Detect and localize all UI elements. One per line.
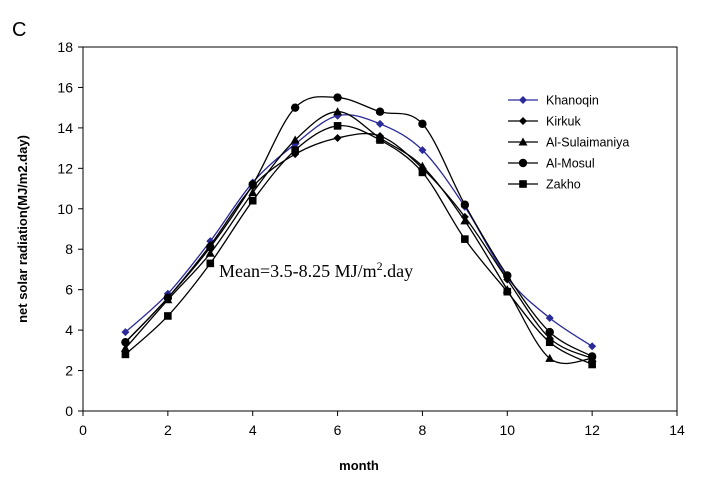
- legend: Khanoqin Kirkuk Al-Sulaimaniya Al-Mosul Zakh…: [508, 94, 629, 192]
- y-tick-label: 16: [57, 79, 73, 95]
- x-axis-title: month: [339, 458, 379, 473]
- data-point-al-sulaimaniya: [205, 248, 215, 257]
- data-point-zakho: [333, 122, 342, 130]
- data-point-kirkuk: [333, 134, 342, 142]
- data-point-al-mosul: [333, 93, 342, 102]
- x-tick-label: 10: [499, 422, 515, 438]
- series-al-mosul: [121, 93, 597, 361]
- data-point-khanoqin: [588, 342, 597, 351]
- series-line-kirkuk: [124, 132, 593, 360]
- data-point-al-mosul: [545, 327, 554, 337]
- y-tick-label: 18: [57, 39, 73, 55]
- data-point-khanoqin: [376, 119, 384, 128]
- legend-marker-zakho: [519, 180, 527, 188]
- legend-item-al-mosul: Al-Mosul: [508, 157, 595, 171]
- series-layer: [120, 93, 597, 369]
- legend-marker-khanoqin: [519, 96, 527, 104]
- annotation-prefix: Mean=3.5-8.25 MJ/m: [219, 261, 377, 281]
- series-al-sulaimaniya: [120, 107, 597, 365]
- data-point-khanoqin: [418, 146, 427, 155]
- y-tick-label: 6: [65, 282, 73, 298]
- x-axis: 0 2 4 6 8 10 12 14: [79, 411, 685, 438]
- x-tick-label: 8: [419, 422, 427, 438]
- legend-label: Al-Mosul: [546, 157, 595, 171]
- x-tick-label: 0: [79, 422, 87, 438]
- legend-label: Kirkuk: [546, 115, 581, 129]
- mean-annotation: Mean=3.5-8.25 MJ/m2.day: [219, 259, 413, 281]
- data-point-al-mosul: [375, 107, 385, 116]
- legend-item-khanoqin: Khanoqin: [508, 94, 599, 108]
- legend-marker-kirkuk: [519, 117, 527, 125]
- y-tick-label: 10: [57, 201, 73, 217]
- data-point-al-mosul: [587, 352, 597, 361]
- data-point-al-mosul: [248, 180, 257, 189]
- series-line-zakho: [124, 125, 593, 366]
- data-point-zakho: [164, 312, 172, 320]
- legend-label: Al-Sulaimaniya: [546, 136, 629, 150]
- legend-item-al-sulaimaniya: Al-Sulaimaniya: [508, 136, 629, 150]
- data-point-al-mosul: [503, 271, 512, 280]
- legend-item-zakho: Zakho: [508, 178, 581, 192]
- legend-item-kirkuk: Kirkuk: [508, 115, 581, 129]
- legend-label: Zakho: [546, 178, 581, 192]
- data-point-al-mosul: [418, 119, 427, 129]
- y-tick-label: 8: [65, 241, 73, 257]
- data-point-zakho: [206, 259, 215, 268]
- x-tick-label: 14: [669, 422, 685, 438]
- y-tick-label: 2: [65, 363, 73, 379]
- legend-marker-al-sulaimaniya: [518, 137, 528, 146]
- data-point-zakho: [248, 196, 257, 205]
- data-point-al-sulaimaniya: [333, 107, 343, 116]
- data-point-zakho: [588, 360, 596, 369]
- data-point-zakho: [121, 350, 130, 359]
- x-tick-label: 6: [334, 422, 342, 438]
- data-point-al-sulaimaniya: [545, 353, 555, 362]
- annotation-suffix: .day: [383, 261, 414, 281]
- data-point-al-sulaimaniya: [417, 161, 427, 170]
- series-zakho: [121, 122, 596, 369]
- data-point-zakho: [503, 287, 512, 296]
- y-axis: 0 2 4 6 8 10 12 14 16 18: [57, 39, 83, 419]
- data-point-zakho: [291, 146, 299, 154]
- y-tick-label: 12: [57, 160, 73, 176]
- data-point-zakho: [461, 235, 469, 243]
- data-point-al-mosul: [290, 103, 300, 112]
- y-tick-label: 14: [57, 120, 73, 136]
- x-tick-label: 12: [584, 422, 600, 438]
- legend-marker-al-mosul: [518, 158, 528, 168]
- y-tick-label: 4: [65, 322, 73, 338]
- series-line-al-sulaimaniya: [124, 111, 593, 365]
- annotation-superscript: 2: [377, 259, 383, 273]
- data-point-al-mosul: [121, 338, 130, 347]
- x-tick-label: 2: [164, 422, 172, 438]
- y-tick-label: 0: [65, 403, 73, 419]
- y-axis-title: net solar radiation(MJ/m2.day): [15, 135, 30, 323]
- data-point-khanoqin: [121, 328, 130, 337]
- x-tick-label: 4: [249, 422, 257, 438]
- data-point-al-sulaimaniya: [460, 216, 470, 225]
- data-point-al-mosul: [206, 243, 215, 252]
- data-point-zakho: [545, 338, 554, 347]
- plot-area-frame: [82, 46, 678, 412]
- panel-label: C: [12, 19, 26, 41]
- data-point-al-mosul: [163, 293, 173, 302]
- data-point-al-mosul: [460, 200, 470, 209]
- legend-label: Khanoqin: [546, 94, 599, 108]
- data-point-al-sulaimaniya: [248, 188, 258, 197]
- data-point-al-sulaimaniya: [120, 343, 130, 352]
- data-point-zakho: [376, 136, 384, 144]
- data-point-khanoqin: [545, 313, 554, 322]
- data-point-zakho: [418, 168, 427, 177]
- data-point-al-sulaimaniya: [290, 135, 300, 144]
